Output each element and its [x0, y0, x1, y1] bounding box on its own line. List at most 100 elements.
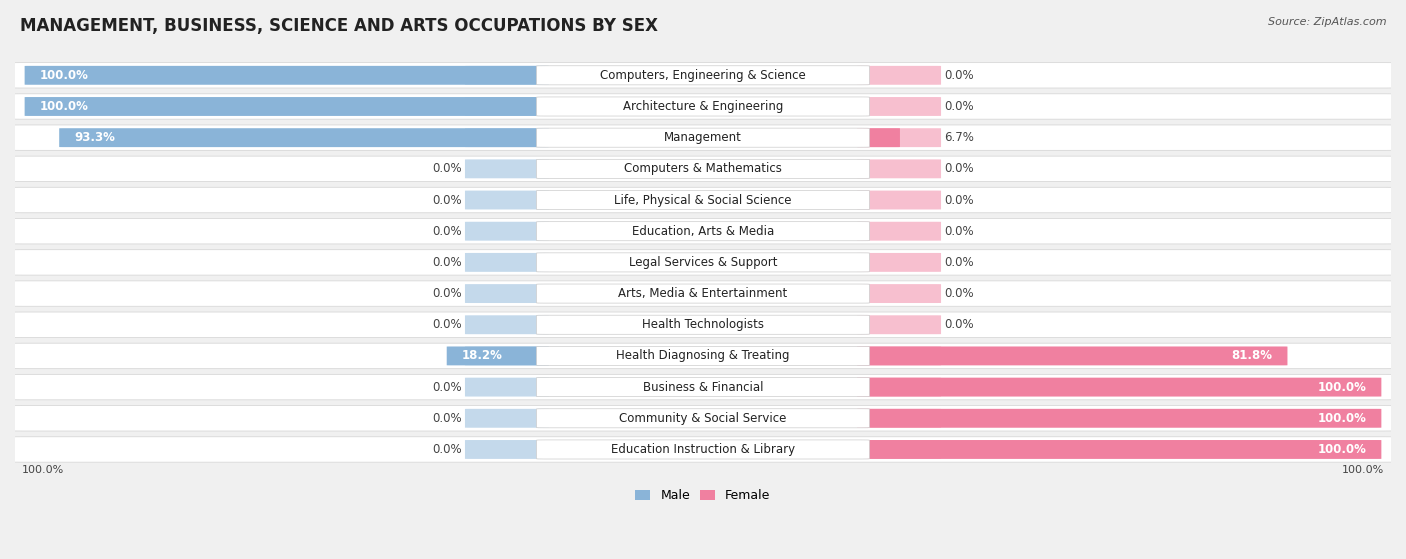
FancyBboxPatch shape: [465, 378, 548, 396]
Text: 0.0%: 0.0%: [433, 193, 463, 206]
Text: 93.3%: 93.3%: [75, 131, 115, 144]
FancyBboxPatch shape: [11, 94, 1395, 119]
FancyBboxPatch shape: [537, 128, 869, 147]
Text: 0.0%: 0.0%: [943, 225, 973, 238]
FancyBboxPatch shape: [11, 375, 1395, 400]
FancyBboxPatch shape: [858, 347, 941, 366]
FancyBboxPatch shape: [465, 253, 548, 272]
FancyBboxPatch shape: [11, 281, 1395, 306]
Text: 0.0%: 0.0%: [943, 69, 973, 82]
FancyBboxPatch shape: [858, 347, 1288, 366]
Text: 0.0%: 0.0%: [943, 318, 973, 331]
FancyBboxPatch shape: [537, 222, 869, 241]
FancyBboxPatch shape: [11, 343, 1395, 368]
FancyBboxPatch shape: [11, 437, 1395, 462]
Text: Business & Financial: Business & Financial: [643, 381, 763, 394]
Text: 0.0%: 0.0%: [433, 162, 463, 176]
Text: 100.0%: 100.0%: [39, 69, 89, 82]
FancyBboxPatch shape: [858, 409, 941, 428]
FancyBboxPatch shape: [537, 97, 869, 116]
Text: 0.0%: 0.0%: [943, 100, 973, 113]
Text: Architecture & Engineering: Architecture & Engineering: [623, 100, 783, 113]
FancyBboxPatch shape: [11, 156, 1395, 182]
FancyBboxPatch shape: [537, 284, 869, 303]
Text: 100.0%: 100.0%: [1317, 443, 1367, 456]
FancyBboxPatch shape: [858, 378, 1381, 396]
FancyBboxPatch shape: [537, 191, 869, 210]
Text: 100.0%: 100.0%: [1317, 381, 1367, 394]
FancyBboxPatch shape: [858, 253, 941, 272]
FancyBboxPatch shape: [858, 191, 941, 210]
Text: 0.0%: 0.0%: [943, 193, 973, 206]
Text: Health Diagnosing & Treating: Health Diagnosing & Treating: [616, 349, 790, 362]
Text: 100.0%: 100.0%: [39, 100, 89, 113]
Text: Source: ZipAtlas.com: Source: ZipAtlas.com: [1268, 17, 1386, 27]
FancyBboxPatch shape: [858, 222, 941, 241]
Text: Arts, Media & Entertainment: Arts, Media & Entertainment: [619, 287, 787, 300]
FancyBboxPatch shape: [858, 378, 941, 396]
Text: 0.0%: 0.0%: [433, 287, 463, 300]
FancyBboxPatch shape: [858, 128, 900, 147]
Text: Education, Arts & Media: Education, Arts & Media: [631, 225, 775, 238]
FancyBboxPatch shape: [465, 66, 548, 85]
FancyBboxPatch shape: [11, 406, 1395, 431]
FancyBboxPatch shape: [537, 409, 869, 428]
Text: 0.0%: 0.0%: [433, 381, 463, 394]
Text: 18.2%: 18.2%: [461, 349, 503, 362]
FancyBboxPatch shape: [465, 347, 548, 366]
FancyBboxPatch shape: [858, 409, 1381, 428]
Text: Management: Management: [664, 131, 742, 144]
FancyBboxPatch shape: [11, 63, 1395, 88]
Text: 0.0%: 0.0%: [433, 443, 463, 456]
Text: 100.0%: 100.0%: [22, 465, 65, 475]
Text: 100.0%: 100.0%: [1341, 465, 1384, 475]
FancyBboxPatch shape: [465, 440, 548, 459]
FancyBboxPatch shape: [465, 191, 548, 210]
FancyBboxPatch shape: [465, 222, 548, 241]
FancyBboxPatch shape: [465, 97, 548, 116]
FancyBboxPatch shape: [59, 128, 548, 147]
FancyBboxPatch shape: [858, 284, 941, 303]
FancyBboxPatch shape: [537, 315, 869, 334]
Text: 0.0%: 0.0%: [433, 318, 463, 331]
Legend: Male, Female: Male, Female: [630, 485, 776, 508]
FancyBboxPatch shape: [858, 159, 941, 178]
FancyBboxPatch shape: [25, 97, 548, 116]
FancyBboxPatch shape: [11, 219, 1395, 244]
FancyBboxPatch shape: [465, 409, 548, 428]
FancyBboxPatch shape: [465, 128, 548, 147]
FancyBboxPatch shape: [25, 66, 548, 85]
Text: MANAGEMENT, BUSINESS, SCIENCE AND ARTS OCCUPATIONS BY SEX: MANAGEMENT, BUSINESS, SCIENCE AND ARTS O…: [20, 17, 658, 35]
FancyBboxPatch shape: [537, 347, 869, 366]
Text: Computers, Engineering & Science: Computers, Engineering & Science: [600, 69, 806, 82]
Text: 81.8%: 81.8%: [1232, 349, 1272, 362]
Text: 0.0%: 0.0%: [433, 225, 463, 238]
Text: 6.7%: 6.7%: [943, 131, 974, 144]
Text: 0.0%: 0.0%: [433, 256, 463, 269]
FancyBboxPatch shape: [11, 187, 1395, 213]
FancyBboxPatch shape: [537, 253, 869, 272]
Text: Health Technologists: Health Technologists: [643, 318, 763, 331]
FancyBboxPatch shape: [447, 347, 548, 366]
Text: 0.0%: 0.0%: [943, 256, 973, 269]
FancyBboxPatch shape: [858, 128, 941, 147]
Text: Computers & Mathematics: Computers & Mathematics: [624, 162, 782, 176]
Text: Life, Physical & Social Science: Life, Physical & Social Science: [614, 193, 792, 206]
Text: Legal Services & Support: Legal Services & Support: [628, 256, 778, 269]
Text: 100.0%: 100.0%: [1317, 412, 1367, 425]
Text: 0.0%: 0.0%: [943, 162, 973, 176]
FancyBboxPatch shape: [11, 125, 1395, 150]
FancyBboxPatch shape: [465, 159, 548, 178]
FancyBboxPatch shape: [858, 315, 941, 334]
Text: Community & Social Service: Community & Social Service: [619, 412, 787, 425]
Text: Education Instruction & Library: Education Instruction & Library: [612, 443, 794, 456]
FancyBboxPatch shape: [858, 440, 941, 459]
FancyBboxPatch shape: [858, 440, 1381, 459]
FancyBboxPatch shape: [465, 284, 548, 303]
FancyBboxPatch shape: [537, 440, 869, 459]
FancyBboxPatch shape: [858, 66, 941, 85]
FancyBboxPatch shape: [465, 315, 548, 334]
FancyBboxPatch shape: [537, 377, 869, 397]
FancyBboxPatch shape: [537, 66, 869, 85]
FancyBboxPatch shape: [11, 312, 1395, 338]
